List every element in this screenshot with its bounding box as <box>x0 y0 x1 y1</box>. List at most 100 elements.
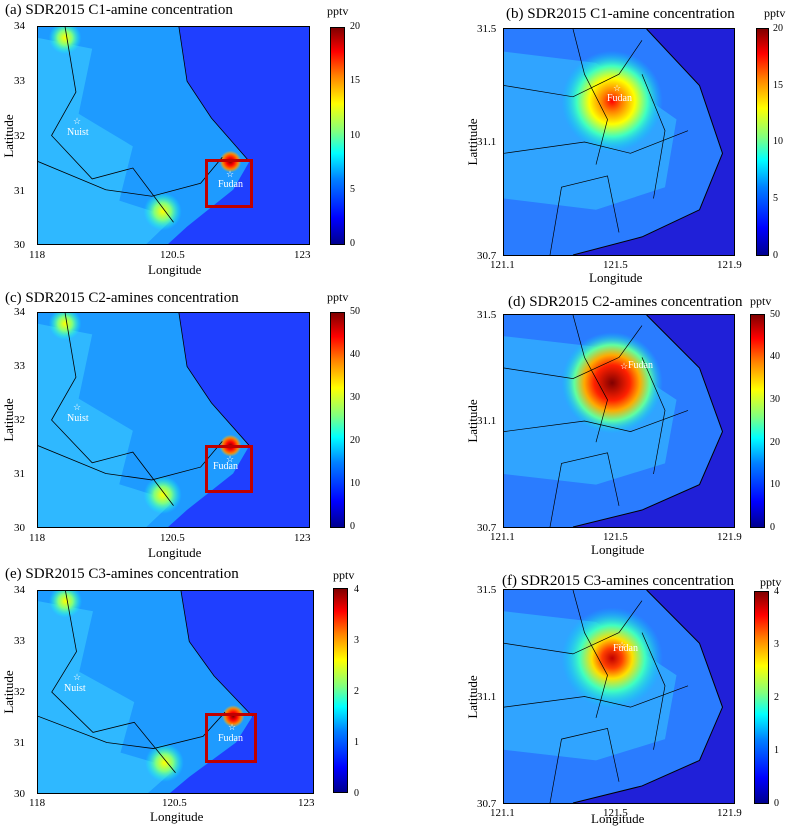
panel-c-ytick: 34 <box>14 306 25 318</box>
panel-b-map <box>503 28 735 256</box>
fudan-marker-icon: ☆ <box>618 640 627 650</box>
panel-b-ytick: 31.1 <box>477 136 497 148</box>
district-boundary <box>504 410 689 432</box>
panel-e-xtick: 123 <box>298 797 315 809</box>
panel-e-title: (e) SDR2015 C3-amines concentration <box>5 566 239 582</box>
coastline <box>572 315 724 527</box>
panel-d-cbar-unit: pptv <box>750 294 772 308</box>
panel-b-xtick: 121.9 <box>717 259 742 271</box>
concentration-field <box>504 590 734 803</box>
concentration-field <box>504 315 734 527</box>
panel-d-xtick: 121.5 <box>603 531 628 543</box>
panel-f-cbar-tick: 0 <box>774 798 779 809</box>
panel-b-ytick: 31.5 <box>477 23 497 35</box>
panel-d-ytick: 31.5 <box>477 309 497 321</box>
panel-e-map <box>37 590 314 794</box>
district-boundary <box>549 452 620 527</box>
panel-e-ytick: 30 <box>14 788 25 800</box>
district-boundary <box>504 40 643 98</box>
concentration-field <box>38 27 309 244</box>
hotspot-south <box>143 192 182 231</box>
panel-b-ylabel: Lattitude <box>465 118 480 166</box>
boundary-line <box>180 591 253 717</box>
panel-d-cbar-tick: 0 <box>770 522 775 533</box>
boundary-line <box>178 313 250 446</box>
panel-f-city-fudan: Fudan <box>613 643 638 654</box>
panel-e-ytick: 33 <box>14 635 25 647</box>
panel-a-cbar-tick: 5 <box>350 184 355 195</box>
panel-b-xtick: 121.5 <box>603 259 628 271</box>
district-boundary <box>572 29 608 165</box>
panel-f-title: (f) SDR2015 C3-amines concentration <box>502 573 735 589</box>
panel-a-cbar-tick: 15 <box>350 75 360 86</box>
boundary-line <box>38 711 226 749</box>
fudan-marker-icon: ☆ <box>228 722 237 732</box>
panel-a-city-nuist: Nuist <box>67 127 89 138</box>
panel-c-xtick: 118 <box>29 532 46 544</box>
panel-d-cbar-tick: 20 <box>770 437 780 448</box>
panel-e-xlabel: Longitude <box>150 809 204 824</box>
panel-f-cbar-unit: pptv <box>760 575 782 589</box>
panel-a-title: (a) SDR2015 C1-amine concentration <box>5 2 233 18</box>
panel-f-ytick: 30.7 <box>477 798 497 810</box>
panel-d-cbar-tick: 50 <box>770 309 780 320</box>
panel-a-cbar-unit: pptv <box>327 4 349 18</box>
panel-a-xlabel: Longitude <box>148 262 202 277</box>
hotspot-urban <box>561 332 663 434</box>
panel-f-cbar-tick: 4 <box>774 586 779 597</box>
coastline <box>572 29 724 255</box>
panel-e-city-fudan: Fudan <box>218 733 243 744</box>
panel-a-xtick: 120.5 <box>160 249 185 261</box>
panel-e-xtick: 120.5 <box>162 797 187 809</box>
panel-c-ylabel: Latitude <box>1 398 16 442</box>
panel-d-cbar-tick: 40 <box>770 351 780 362</box>
panel-a-ylabel: Latitude <box>1 114 16 158</box>
panel-e-cbar-tick: 3 <box>354 635 359 646</box>
panel-c-title: (c) SDR2015 C2-amines concentration <box>5 290 239 306</box>
panel-d-xtick: 121.1 <box>490 531 515 543</box>
panel-c-city-fudan: Fudan <box>213 461 238 472</box>
panel-d-ytick: 31.1 <box>477 415 497 427</box>
panel-f-xtick: 121.9 <box>717 807 742 819</box>
panel-a-ytick: 34 <box>14 20 25 32</box>
boundary-line <box>178 27 250 162</box>
panel-b-title: (b) SDR2015 C1-amine concentration <box>506 6 735 22</box>
district-boundary <box>504 685 689 708</box>
panel-d-ylabel: Latitude <box>465 399 480 443</box>
panel-e-xtick: 118 <box>29 797 46 809</box>
nuist-marker-icon: ☆ <box>73 116 82 126</box>
panel-a-ytick: 31 <box>14 185 25 197</box>
panel-a-ytick: 33 <box>14 75 25 87</box>
panel-c-ytick: 31 <box>14 468 25 480</box>
district-boundary <box>572 590 608 718</box>
fudan-marker-icon: ☆ <box>620 361 629 371</box>
panel-f-ylabel: Latitude <box>465 675 480 719</box>
panel-e-colorbar <box>333 588 348 793</box>
fudan-marker-icon: ☆ <box>226 454 235 464</box>
panel-a-inset-box <box>205 159 253 208</box>
panel-c-cbar-tick: 40 <box>350 349 360 360</box>
district-boundary <box>504 130 689 154</box>
panel-b-cbar-unit: pptv <box>764 6 786 20</box>
panel-c-cbar-tick: 30 <box>350 392 360 403</box>
concentration-field <box>504 29 734 255</box>
coastline <box>572 590 724 803</box>
land-high-area <box>38 323 174 527</box>
panel-d-colorbar <box>750 314 765 528</box>
panel-f-cbar-tick: 3 <box>774 639 779 650</box>
panel-f-colorbar <box>754 591 769 804</box>
panel-c-ytick: 32 <box>14 414 25 426</box>
hotspot-north <box>49 591 82 618</box>
panel-b-cbar-tick: 15 <box>773 80 783 91</box>
boundary-line <box>51 313 174 506</box>
panel-c-inset-box <box>205 445 253 493</box>
panel-c-cbar-tick: 10 <box>350 478 360 489</box>
land-high-area <box>38 37 174 244</box>
district-boundary <box>549 728 620 803</box>
hotspot-north <box>48 27 82 55</box>
panel-f-cbar-tick: 1 <box>774 745 779 756</box>
panel-b-city-fudan: Fudan <box>607 93 632 104</box>
panel-f-xlabel: Longitude <box>591 811 645 826</box>
panel-a-ytick: 32 <box>14 130 25 142</box>
fudan-marker-icon: ☆ <box>613 83 622 93</box>
